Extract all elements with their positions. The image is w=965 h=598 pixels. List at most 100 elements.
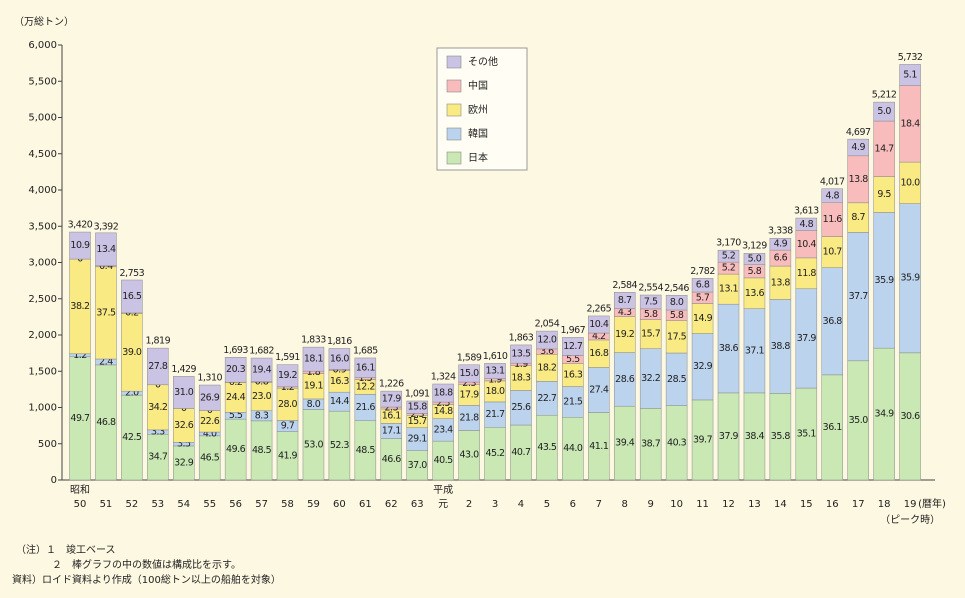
- total-label: 4,017: [820, 176, 845, 187]
- y-tick-label: 0: [51, 475, 57, 486]
- y-tick-label: 2,500: [28, 294, 57, 305]
- segment-label: 9.5: [877, 189, 891, 200]
- bar-segment: [458, 364, 480, 383]
- x-tick-label: 52: [126, 499, 139, 510]
- segment-label: 5.0: [748, 254, 762, 265]
- segment-label: 41.1: [589, 441, 609, 452]
- segment-label: 9.7: [281, 421, 295, 432]
- segment-label: 46.5: [200, 452, 220, 463]
- segment-label: 5.2: [722, 263, 736, 274]
- bar-segment: [328, 348, 351, 370]
- segment-label: 38.8: [771, 341, 791, 352]
- y-tick-label: 3,500: [28, 221, 57, 232]
- total-label: 4,697: [846, 127, 871, 138]
- bar-segment: [432, 383, 454, 403]
- bar-segment: [406, 400, 428, 414]
- segment-label: 15.8: [408, 402, 428, 413]
- segment-label: 38.4: [745, 431, 765, 442]
- segment-label: 1.9: [514, 359, 528, 370]
- segment-label: 32.2: [641, 373, 661, 384]
- segment-label: 46.8: [96, 417, 116, 428]
- segment-label: 43.0: [460, 450, 480, 461]
- segment-label: 49.6: [226, 444, 246, 455]
- segment-label: 5.7: [696, 292, 710, 303]
- total-label: 1,310: [197, 373, 222, 384]
- segment-label: 8.3: [255, 410, 269, 421]
- total-label: 2,753: [120, 268, 145, 279]
- segment-label: 1.9: [488, 374, 502, 385]
- x-tick-label: 63: [411, 499, 424, 510]
- segment-label: 36.1: [823, 422, 843, 433]
- total-label: 2,265: [586, 303, 611, 314]
- segment-label: 52.3: [330, 440, 350, 451]
- total-label: 1,610: [483, 351, 508, 362]
- segment-label: 39.7: [693, 434, 713, 445]
- x-tick-label: 3: [492, 499, 498, 510]
- bar-segment: [769, 237, 792, 251]
- segment-label: 8.7: [851, 212, 865, 223]
- segment-label: 17.5: [667, 331, 687, 342]
- segment-label: 53.0: [304, 439, 324, 450]
- segment-label: 13.8: [771, 277, 791, 288]
- total-label: 1,693: [223, 345, 248, 356]
- segment-label: 13.5: [511, 349, 531, 360]
- segment-label: 0.8: [255, 377, 269, 388]
- total-label: 1,967: [561, 325, 586, 336]
- segment-label: 18.1: [304, 354, 324, 365]
- total-label: 3,338: [768, 225, 793, 236]
- segment-label: 6.8: [696, 280, 710, 291]
- segment-label: 23.4: [434, 424, 454, 435]
- bar-segment: [743, 253, 766, 265]
- segment-label: 24.4: [226, 392, 246, 403]
- total-label: 1,833: [301, 335, 326, 346]
- segment-label: 5.5: [566, 354, 580, 365]
- segment-label: 34.7: [148, 452, 168, 463]
- legend-label: その他: [468, 55, 498, 68]
- segment-label: 5.5: [229, 410, 243, 421]
- x-tick-label: 2: [466, 499, 472, 510]
- total-label: 2,782: [690, 266, 715, 277]
- segment-label: 6.6: [774, 253, 788, 264]
- segment-label: 40.5: [434, 455, 454, 466]
- segment-label: 22.7: [537, 393, 557, 404]
- segment-label: 4.3: [618, 307, 632, 318]
- segment-label: 27.4: [589, 385, 609, 396]
- segment-label: 12.2: [356, 381, 376, 392]
- total-label: 1,324: [431, 372, 456, 383]
- total-label: 1,685: [353, 345, 378, 356]
- x-tick-label: 50: [74, 499, 87, 510]
- segment-label: 3.5: [177, 439, 191, 450]
- x-tick-label: 4: [518, 499, 524, 510]
- segment-label: 31.0: [174, 387, 194, 398]
- y-tick-label: 1,000: [28, 403, 57, 414]
- segment-label: 23.0: [252, 391, 272, 402]
- legend-label: 中国: [468, 79, 488, 92]
- segment-label: 16.0: [330, 354, 350, 365]
- segment-label: 1.2: [281, 382, 295, 393]
- segment-label: 22.6: [200, 416, 220, 427]
- segment-label: 35.0: [849, 415, 869, 426]
- segment-label: 11.6: [823, 214, 843, 225]
- segment-label: 19.1: [304, 381, 324, 392]
- segment-label: 39.0: [122, 347, 142, 358]
- legend-swatch: [446, 103, 462, 117]
- y-tick-label: 2,000: [28, 330, 57, 341]
- legend-label: 韓国: [468, 128, 488, 140]
- x-tick-label: 9: [647, 499, 653, 510]
- x-tick-label: 53: [151, 499, 164, 510]
- x-tick-label: 55: [203, 499, 216, 510]
- total-label: 1,863: [509, 332, 534, 343]
- segment-label: 13.1: [719, 284, 739, 295]
- segment-label: 4.8: [825, 190, 839, 201]
- segment-label: 18.0: [485, 386, 505, 397]
- segment-label: 28.0: [278, 399, 298, 410]
- segment-label: 48.5: [356, 445, 376, 456]
- x-tick-label: 5: [544, 499, 550, 510]
- segment-label: 10.4: [797, 239, 817, 250]
- x-tick-label: 61: [359, 499, 372, 510]
- bar-segment: [588, 315, 610, 334]
- bar-segment: [224, 357, 247, 383]
- y-tick-label: 5,500: [28, 76, 57, 87]
- total-label: 5,732: [898, 52, 923, 63]
- segment-label: 7.5: [644, 296, 658, 307]
